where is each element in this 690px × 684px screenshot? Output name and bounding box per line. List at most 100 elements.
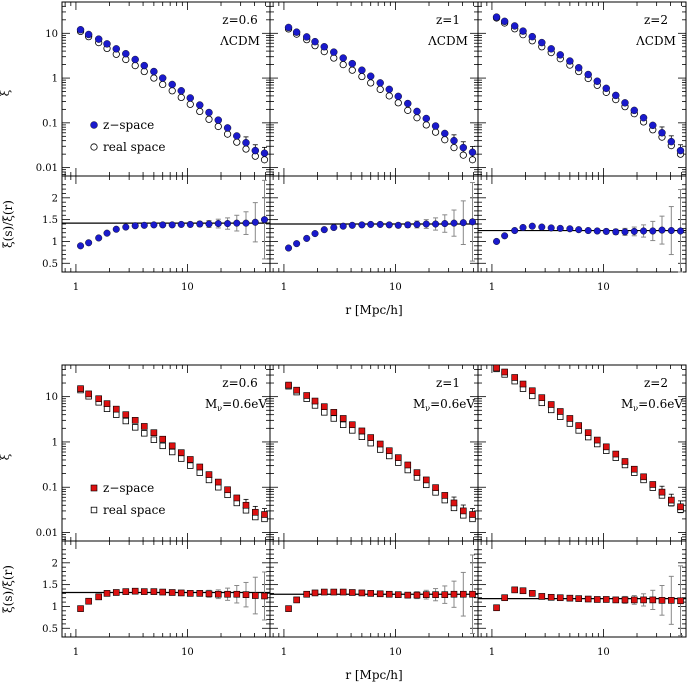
ratio-point [112,589,120,596]
panel-model-label: ΛCDM [219,34,260,48]
z-space-point [177,449,185,456]
ratio-point [593,227,601,235]
z-space-point [233,132,241,140]
real-space-point [339,421,347,428]
ratio-point [112,225,120,233]
z-space-point [556,408,564,415]
z-space-point [510,22,519,30]
z-space-point [95,395,102,403]
z-space-point [667,137,675,146]
z-space-point [677,503,684,511]
ratio-point [186,590,194,597]
z-space-point [413,107,421,116]
z-space-point [593,436,601,444]
z-space-point [584,429,592,437]
real-space-point [450,144,458,152]
real-space-point [122,417,129,425]
y-tick-label: 0.1 [42,118,58,129]
z-space-point [112,405,120,413]
ratio-point [528,222,536,230]
y-tick-label: 10 [45,392,58,403]
z-space-point [450,499,458,507]
real-space-point [205,115,213,123]
z-space-point [260,149,269,157]
panel-3: 1 10 z=2 Mν=0.6eV [477,364,687,658]
z-space-point [459,507,467,515]
z-space-point [131,55,139,64]
y-tick-label: 0.01 [36,528,58,539]
x-tick-label: 1 [73,282,79,293]
z-space-point [493,364,500,372]
ratio-point [493,237,501,245]
ratio-point [330,588,338,596]
real-space-point [150,436,158,443]
real-space-point [205,476,213,484]
z-space-point [404,461,412,469]
ratio-point [251,592,259,599]
ratio-point [528,590,536,597]
z-space-point [640,473,647,481]
ratio-point [621,228,629,236]
ratio-point [493,604,500,612]
z-space-point [612,91,620,100]
real-space-point [422,121,430,129]
x-tick-label: 10 [389,282,402,293]
ratio-point [376,220,384,228]
ratio-point [630,227,638,235]
ratio-point [339,222,347,230]
ratio-point [640,596,647,604]
z-space-point [168,442,176,450]
real-space-point [177,93,185,102]
z-space-point [602,443,610,451]
ratio-point [575,226,583,234]
ratio-point [233,590,241,598]
ratio-y-tick-label: 1.5 [42,580,58,591]
ratio-point [367,220,375,228]
real-space-point [367,79,375,87]
ratio-point [519,223,527,231]
ratio-point [168,589,176,596]
real-space-point [459,151,467,159]
ratio-point [261,592,268,600]
z-space-point [385,447,393,455]
z-space-point [431,122,440,130]
z-space-point [284,23,293,32]
chart-group-bottom: 1 10 0.01 0.1 1 10 0.5 1 1.5 2 z=0.6 Mν=0.6eV z−spac… [0,364,687,682]
z-space-point [196,463,204,471]
z-space-point [432,484,439,491]
z-space-point [413,469,421,476]
y-tick-label: 0.1 [42,483,58,494]
z-space-point [538,394,546,401]
ratio-y-tick-label: 1 [52,602,58,613]
z-space-point [492,13,501,21]
z-space-point [547,401,555,408]
y-axis-label-ratio: ξ(s)/ξ(r) [1,200,15,248]
ratio-point [293,240,301,248]
ratio-point [140,588,148,595]
ratio-point [538,223,546,231]
real-space-point [242,145,250,153]
ratio-point [242,219,250,227]
real-space-point [168,87,176,95]
legend-real-space-marker [90,143,98,151]
z-space-point [422,114,430,123]
z-space-point [177,87,185,95]
ratio-point [394,591,402,598]
ratio-point [441,220,449,228]
x-tick-label: 1 [281,282,287,293]
x-tick-label: 1 [489,282,495,293]
x-tick-label: 10 [181,647,194,658]
legend-z-space-marker [90,121,98,129]
real-space-point [377,446,384,453]
z-space-point [242,139,250,147]
z-space-point [214,478,222,486]
z-space-point [566,57,574,65]
real-space-point [131,424,139,431]
z-space-point [311,397,319,405]
z-space-point [186,456,194,463]
panel-redshift-label: z=1 [436,376,460,390]
real-space-point [358,433,366,440]
z-space-point [233,494,241,502]
z-space-point [500,17,509,26]
panel-model-label: Mν=0.6eV [621,397,683,413]
